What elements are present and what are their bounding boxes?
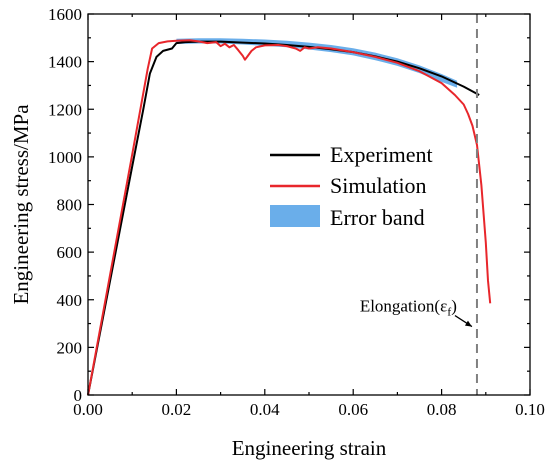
y-tick-label: 400 [57,291,83,310]
elongation-annotation: Elongation(εf) [360,297,473,328]
elongation-arrowhead [464,320,472,327]
y-axis-title: Engineering stress/MPa [9,104,33,305]
y-tick-label: 800 [57,196,83,215]
x-tick-label: 0.06 [338,400,368,419]
y-tick-label: 1200 [48,100,82,119]
x-tick-label: 0.02 [162,400,192,419]
y-tick-label: 600 [57,243,83,262]
x-tick-label: 0.04 [250,400,280,419]
legend-label-simulation: Simulation [330,173,427,198]
y-tick-label: 1400 [48,53,82,72]
y-tick-label: 0 [74,386,83,405]
x-tick-label: 0.00 [73,400,103,419]
experiment-line [87,40,480,396]
y-tick-label: 1000 [48,148,82,167]
y-tick-label: 1600 [48,5,82,24]
legend-label-error_band: Error band [330,205,425,230]
elongation-label: Elongation(εf) [360,297,457,319]
error-band-area [176,38,458,88]
x-tick-label: 0.10 [515,400,545,419]
simulation-line [87,39,492,396]
x-axis-title: Engineering strain [232,436,387,460]
legend: Experiment Simulation Error band [270,142,433,230]
legend-label-experiment: Experiment [330,142,433,167]
y-tick-label: 200 [57,338,83,357]
plot-frame [87,13,531,396]
legend-swatch-error_band [270,205,320,227]
x-tick-label: 0.08 [427,400,457,419]
